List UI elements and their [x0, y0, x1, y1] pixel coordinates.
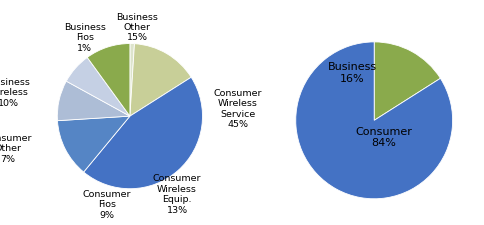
- Wedge shape: [57, 81, 130, 121]
- Wedge shape: [66, 57, 130, 116]
- Text: Business
Other
15%: Business Other 15%: [116, 13, 158, 43]
- Text: Consumer
84%: Consumer 84%: [355, 127, 412, 148]
- Wedge shape: [58, 116, 130, 172]
- Text: Business
Fios
1%: Business Fios 1%: [64, 23, 106, 53]
- Wedge shape: [130, 44, 191, 116]
- Text: Business
Wireless
10%: Business Wireless 10%: [0, 78, 30, 108]
- Text: Consumer
Wireless
Equip.
13%: Consumer Wireless Equip. 13%: [153, 174, 201, 215]
- Text: Consumer
Other
7%: Consumer Other 7%: [0, 134, 32, 164]
- Wedge shape: [84, 77, 202, 189]
- Text: Consumer
Wireless
Service
45%: Consumer Wireless Service 45%: [213, 89, 262, 129]
- Text: Consumer
Fios
9%: Consumer Fios 9%: [82, 190, 131, 220]
- Text: Business
16%: Business 16%: [328, 63, 377, 84]
- Wedge shape: [130, 44, 135, 116]
- Wedge shape: [374, 42, 440, 120]
- Text: EBITDA: EBITDA: [166, 0, 223, 3]
- Wedge shape: [296, 42, 453, 199]
- Wedge shape: [87, 44, 130, 116]
